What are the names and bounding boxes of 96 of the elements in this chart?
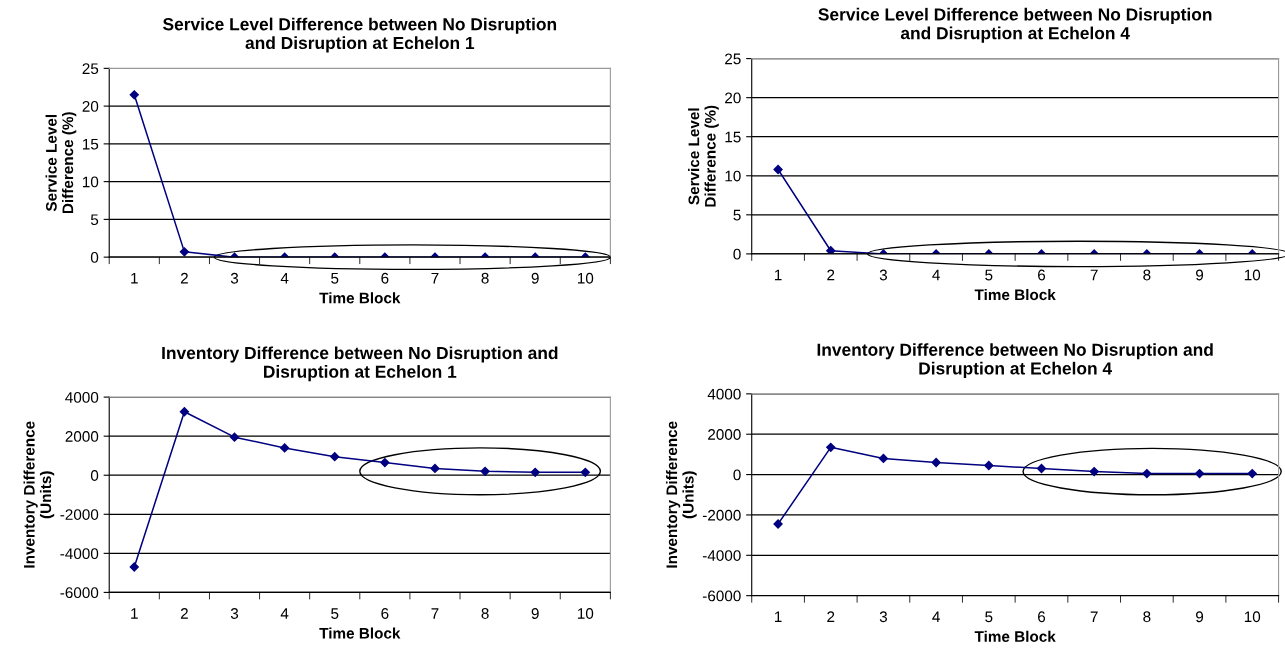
y-tick-label: 15 — [82, 138, 99, 150]
point — [430, 463, 440, 474]
y-tick-label: 4000 — [65, 391, 99, 403]
x-tick-label: 3 — [230, 608, 239, 619]
y-tick-label: 0 — [733, 248, 741, 260]
x-axis-title: Time Block — [974, 288, 1056, 301]
x-tick-label: 10 — [577, 608, 594, 619]
x-tick-label: 6 — [1038, 269, 1046, 281]
point — [480, 466, 490, 476]
x-tick-label: 1 — [131, 272, 138, 284]
y-tick-label: 5 — [90, 214, 99, 226]
x-tick-label: 7 — [1090, 611, 1098, 623]
y-tick-label: 15 — [725, 131, 741, 143]
y-tick-label: 5 — [733, 209, 741, 221]
x-tick-label: 3 — [879, 611, 888, 623]
point — [129, 562, 139, 572]
y-tick-label: 25 — [725, 53, 741, 65]
point — [380, 457, 390, 468]
y-tick-label: -2000 — [60, 509, 99, 520]
x-tick-label: 8 — [481, 608, 489, 619]
y-tick-label: 0 — [733, 469, 741, 481]
x-tick-label: 7 — [431, 608, 439, 619]
y-tick-label: 2000 — [708, 429, 741, 440]
x-axis-title: Time Block — [319, 292, 401, 304]
point — [826, 442, 836, 452]
y-tick-label: 2000 — [65, 431, 99, 442]
point — [1142, 468, 1152, 479]
chart-title: Inventory Difference between No Disruption and Disruption at Echelon 1 — [162, 346, 558, 382]
y-tick-label: 25 — [82, 63, 99, 75]
x-tick-label: 9 — [1196, 611, 1204, 623]
chart-title: Inventory Difference between No Disruption and Disruption at Echelon 4 — [817, 343, 1213, 379]
x-tick-label: 1 — [131, 608, 138, 619]
x-tick-label: 5 — [331, 608, 339, 619]
y-tick-label: 20 — [82, 100, 99, 112]
point — [179, 407, 190, 417]
point — [878, 453, 889, 464]
point — [1089, 466, 1099, 477]
x-tick-label: 6 — [1038, 611, 1046, 623]
y-tick-label: 4000 — [707, 388, 741, 400]
point — [580, 467, 590, 477]
x-tick-label: 8 — [481, 272, 489, 284]
chart-title: Service Level Difference between No Disruption and Disruption at Echelon 4 — [818, 7, 1212, 43]
x-tick-label: 2 — [180, 272, 188, 284]
point — [773, 164, 783, 175]
x-tick-label: 4 — [280, 608, 289, 619]
point — [931, 457, 941, 468]
x-tick-label: 1 — [774, 611, 782, 623]
x-tick-label: 1 — [774, 269, 782, 281]
y-tick-label: -2000 — [702, 509, 741, 521]
y-tick-label: 10 — [725, 170, 741, 182]
x-tick-label: 5 — [331, 272, 339, 284]
point — [1247, 468, 1257, 479]
y-tick-label: -6000 — [60, 587, 99, 599]
x-tick-label: 5 — [985, 611, 993, 623]
y-tick-label: 10 — [82, 176, 99, 188]
x-tick-label: 4 — [932, 611, 940, 623]
x-tick-label: 7 — [431, 272, 439, 284]
y-axis-title: Service Level Difference (%) — [688, 105, 719, 207]
x-tick-label: 2 — [827, 611, 835, 623]
x-tick-label: 3 — [879, 269, 888, 281]
x-tick-label: 10 — [1244, 269, 1261, 281]
x-tick-label: 8 — [1143, 269, 1151, 281]
point — [1194, 468, 1205, 479]
x-axis-title: Time Block — [974, 630, 1056, 642]
x-tick-label: 2 — [827, 269, 835, 281]
y-tick-label: -4000 — [702, 550, 741, 561]
x-axis-title: Time Block — [319, 627, 401, 639]
y-tick-label: -6000 — [702, 590, 741, 602]
x-tick-label: 4 — [932, 269, 940, 281]
y-tick-label: 0 — [90, 470, 99, 481]
chart-title: Service Level Difference between No Disruption and Disruption at Echelon 1 — [163, 17, 557, 53]
x-tick-label: 8 — [1143, 611, 1151, 623]
x-tick-label: 10 — [577, 272, 594, 284]
y-tick-label: -4000 — [60, 548, 99, 560]
point — [826, 246, 836, 254]
y-axis-title: Inventory Difference (Units) — [665, 421, 697, 568]
x-tick-label: 7 — [1090, 269, 1098, 281]
x-tick-label: 10 — [1244, 611, 1261, 623]
x-tick-label: 4 — [280, 272, 289, 284]
y-axis-title: Service Level Difference (%) — [45, 112, 77, 214]
y-axis-title: Inventory Difference (Units) — [23, 421, 55, 568]
point — [984, 460, 994, 471]
x-tick-label: 6 — [381, 272, 389, 284]
x-tick-label: 9 — [531, 272, 539, 284]
y-tick-label: 0 — [90, 252, 99, 263]
x-tick-label: 9 — [531, 608, 539, 619]
y-tick-label: 20 — [725, 92, 741, 104]
point — [280, 443, 290, 453]
point — [229, 432, 240, 442]
x-tick-label: 2 — [180, 608, 188, 619]
x-tick-label: 6 — [381, 608, 389, 619]
x-tick-label: 3 — [230, 272, 239, 284]
point — [530, 467, 540, 477]
x-tick-label: 9 — [1196, 269, 1204, 281]
point — [330, 452, 340, 462]
x-tick-label: 5 — [985, 269, 993, 281]
